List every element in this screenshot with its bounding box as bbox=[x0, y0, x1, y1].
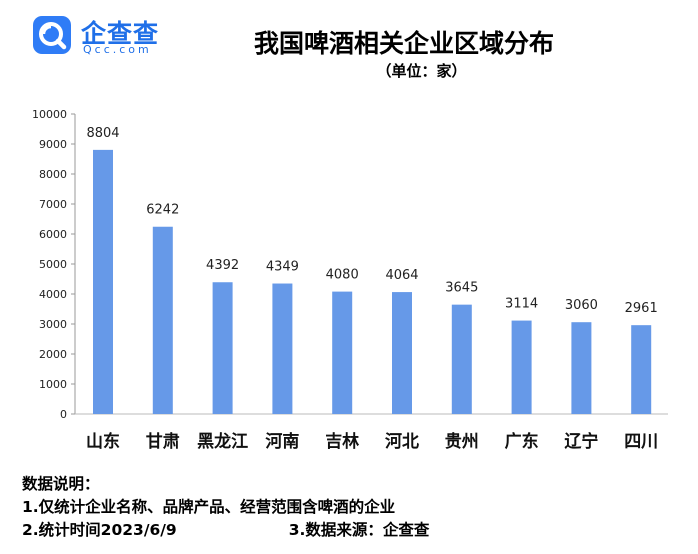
data-notes: 数据说明： 1.仅统计企业名称、品牌产品、经营范围含啤酒的企业 2.统计时间20… bbox=[22, 473, 429, 542]
chart-title: 我国啤酒相关企业区域分布 bbox=[253, 29, 554, 58]
value-labels: 8804 6242 4392 4349 4080 4064 3645 3114 3060 2961 bbox=[86, 126, 657, 316]
bar-4 bbox=[332, 291, 353, 414]
bar-8 bbox=[571, 322, 592, 414]
bar-2 bbox=[212, 282, 233, 414]
logo-name: 企查查 bbox=[81, 19, 160, 48]
y-tick-label-5: 5000 bbox=[39, 258, 67, 271]
y-tick-label-8: 8000 bbox=[39, 168, 67, 181]
magnifier-logo-icon bbox=[33, 16, 71, 54]
x-tick-label-0: 山东 bbox=[86, 431, 120, 452]
bar-chart: 0 1000 2000 3000 4000 5000 6000 7000 8000 9000 100… bbox=[32, 108, 668, 452]
y-tick-label-1: 1000 bbox=[39, 378, 67, 391]
bar-6 bbox=[451, 304, 472, 414]
x-tick-label-2: 黑龙江 bbox=[197, 431, 248, 452]
chart-unit: （单位：家） bbox=[376, 62, 467, 80]
value-label-3: 4349 bbox=[266, 260, 299, 275]
bar-3 bbox=[272, 283, 293, 414]
notes-stat-time: 2.统计时间2023/6/9 bbox=[22, 521, 177, 539]
y-tick-label-3: 3000 bbox=[39, 318, 67, 331]
x-tick-label-4: 吉林 bbox=[325, 431, 359, 452]
y-tick-label-0: 0 bbox=[60, 408, 67, 421]
x-axis-labels: 山东 甘肃 黑龙江 河南 吉林 河北 贵州 广东 辽宁 四川 bbox=[86, 431, 658, 452]
bars bbox=[93, 149, 652, 414]
value-label-7: 3114 bbox=[505, 297, 538, 312]
notes-line-1: 1.仅统计企业名称、品牌产品、经营范围含啤酒的企业 bbox=[22, 498, 396, 516]
logo-url: Qcc.com bbox=[83, 43, 152, 56]
value-label-9: 2961 bbox=[625, 301, 658, 316]
qcc-logo: 企查查 Qcc.com bbox=[33, 14, 183, 58]
bar-7 bbox=[511, 320, 532, 414]
value-label-2: 4392 bbox=[206, 258, 239, 273]
x-tick-label-5: 河北 bbox=[385, 432, 419, 452]
x-tick-label-6: 贵州 bbox=[445, 431, 479, 452]
value-label-6: 3645 bbox=[445, 281, 478, 296]
bar-9 bbox=[631, 325, 652, 414]
value-label-4: 4080 bbox=[326, 268, 359, 283]
bar-0 bbox=[93, 149, 113, 414]
value-label-1: 6242 bbox=[146, 203, 179, 218]
y-tick-label-10: 10000 bbox=[32, 108, 67, 121]
value-label-0: 8804 bbox=[86, 126, 119, 141]
y-axis: 0 1000 2000 3000 4000 5000 6000 7000 8000 9000 100… bbox=[32, 108, 668, 421]
y-tick-label-9: 9000 bbox=[39, 138, 67, 151]
x-tick-label-7: 广东 bbox=[505, 431, 539, 452]
x-tick-label-3: 河南 bbox=[265, 431, 299, 452]
y-tick-label-4: 4000 bbox=[39, 288, 67, 301]
bar-1 bbox=[152, 226, 173, 414]
value-label-8: 3060 bbox=[565, 298, 598, 313]
y-tick-label-6: 6000 bbox=[39, 228, 67, 241]
x-tick-label-8: 辽宁 bbox=[564, 431, 598, 452]
x-tick-label-9: 四川 bbox=[624, 432, 658, 452]
notes-source: 3.数据来源：企查查 bbox=[288, 521, 430, 539]
notes-line-2: 2.统计时间2023/6/9 3.数据来源：企查查 bbox=[22, 519, 429, 542]
bar-5 bbox=[392, 292, 412, 414]
y-tick-label-2: 2000 bbox=[39, 348, 67, 361]
value-label-5: 4064 bbox=[385, 268, 418, 283]
x-tick-label-1: 甘肃 bbox=[146, 431, 180, 452]
notes-heading: 数据说明： bbox=[22, 475, 100, 493]
y-tick-label-7: 7000 bbox=[39, 198, 67, 211]
